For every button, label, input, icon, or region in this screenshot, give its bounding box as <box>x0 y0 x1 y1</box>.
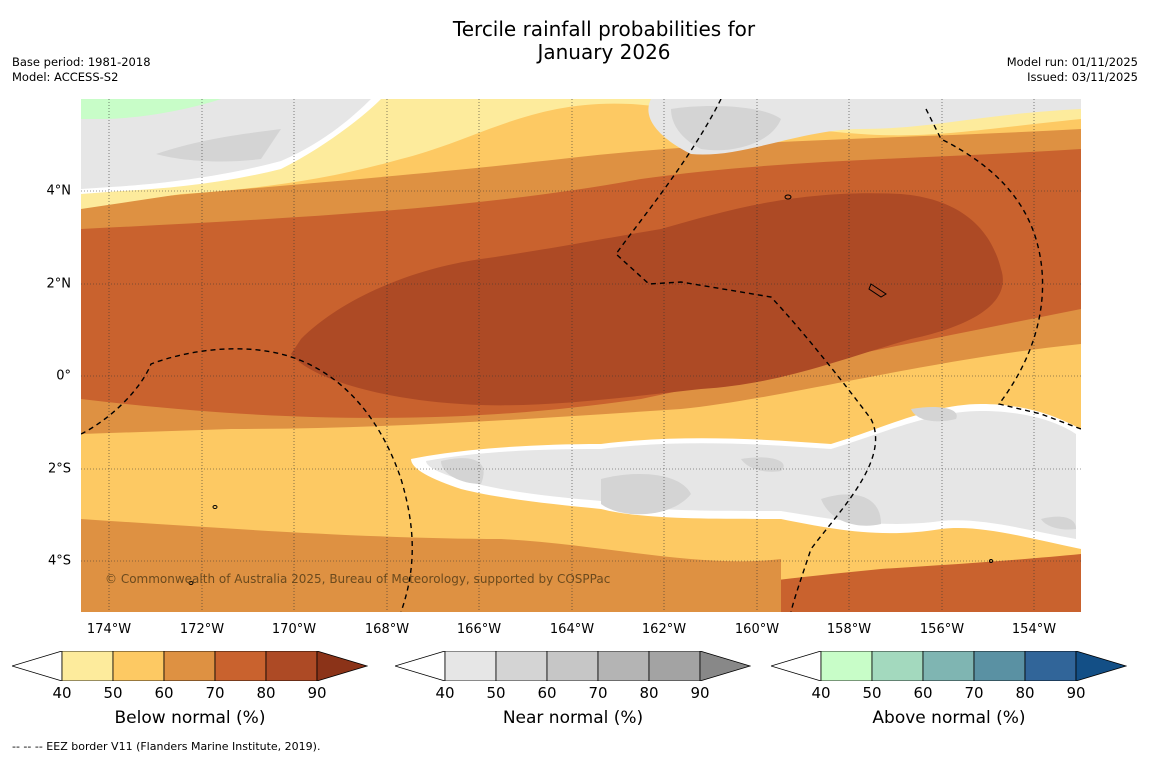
colorbar-tick: 70 <box>588 684 608 702</box>
colorbar-tick: 80 <box>1015 684 1035 702</box>
colorbar-tick: 50 <box>862 684 882 702</box>
region-near-50-60-s4 <box>821 494 881 526</box>
y-tick: 2°N <box>46 276 72 292</box>
meta-left: Base period: 1981-2018 Model: ACCESS-S2 <box>12 55 151 85</box>
colorbar-label: Above normal (%) <box>872 708 1026 728</box>
model-name: Model: ACCESS-S2 <box>12 70 119 84</box>
x-tick: 158°W <box>826 622 872 637</box>
region-near-50-60-s2 <box>601 474 691 515</box>
colorbar-tick: 50 <box>486 684 506 702</box>
colorbar-tick: 60 <box>913 684 933 702</box>
eez-borders <box>81 99 1081 612</box>
x-tick: 166°W <box>456 622 502 637</box>
colorbar-label: Near normal (%) <box>502 708 644 728</box>
region-near-40-50-south <box>426 411 1076 539</box>
region-near-50-60-s5 <box>911 407 957 422</box>
region-near-50-60-s3 <box>741 457 784 472</box>
map-title: Tercile rainfall probabilities for Janua… <box>0 18 1150 64</box>
x-tick: 160°W <box>734 622 780 637</box>
x-tick: 154°W <box>1011 622 1057 637</box>
colorbar-tick: 70 <box>205 684 225 702</box>
colorbar-tick: 90 <box>690 684 710 702</box>
colorbar-below-swatches <box>12 651 368 681</box>
colorbar-tick: 80 <box>256 684 276 702</box>
title-line-1: Tercile rainfall probabilities for <box>452 17 756 41</box>
y-tick: 0° <box>56 368 71 384</box>
title-line-2: January 2026 <box>537 40 671 64</box>
copyright-notice: © Commonwealth of Australia 2025, Bureau… <box>105 572 611 586</box>
region-near-50-60-s6 <box>1041 516 1076 530</box>
region-above-40-50-nw <box>81 99 221 119</box>
region-near-50-60-nw <box>156 129 281 162</box>
x-tick: 162°W <box>641 622 687 637</box>
y-tick: 4°N <box>46 183 72 199</box>
colorbar-near-swatches <box>395 651 751 681</box>
colorbar-tick: 40 <box>435 684 455 702</box>
x-tick: 172°W <box>179 622 225 637</box>
x-tick: 168°W <box>364 622 410 637</box>
model-run: Model run: 01/11/2025 <box>1006 55 1138 69</box>
x-tick: 174°W <box>86 622 132 637</box>
islands <box>188 194 993 585</box>
colorbar-tick: 60 <box>154 684 174 702</box>
y-tick: 2°S <box>47 461 71 477</box>
colorbar-tick: 40 <box>811 684 831 702</box>
colorbar-tick: 70 <box>964 684 984 702</box>
region-below-80-90 <box>291 193 1003 406</box>
region-below-south-60-70 <box>81 519 781 612</box>
colorbar-tick: 90 <box>1066 684 1086 702</box>
y-tick: 4°S <box>47 553 71 569</box>
colorbar-tick: 90 <box>307 684 327 702</box>
meta-right: Model run: 01/11/2025 Issued: 03/11/2025 <box>1007 55 1138 85</box>
eez-footnote: -- -- -- EEZ border V11 (Flanders Marine… <box>12 740 321 753</box>
rainfall-map <box>81 99 1081 612</box>
colorbar-above-swatches <box>771 651 1127 681</box>
issued-date: Issued: 03/11/2025 <box>1027 70 1138 84</box>
region-near-50-60-s1 <box>441 458 484 484</box>
base-period: Base period: 1981-2018 <box>12 55 151 69</box>
colorbar-tick: 40 <box>52 684 72 702</box>
x-tick: 170°W <box>271 622 317 637</box>
x-tick: 164°W <box>549 622 595 637</box>
colorbar-label: Below normal (%) <box>114 708 266 728</box>
colorbar-tick: 60 <box>537 684 557 702</box>
x-tick: 156°W <box>919 622 965 637</box>
map-area <box>81 99 1081 612</box>
colorbar-tick: 50 <box>103 684 123 702</box>
colorbar-tick: 80 <box>639 684 659 702</box>
